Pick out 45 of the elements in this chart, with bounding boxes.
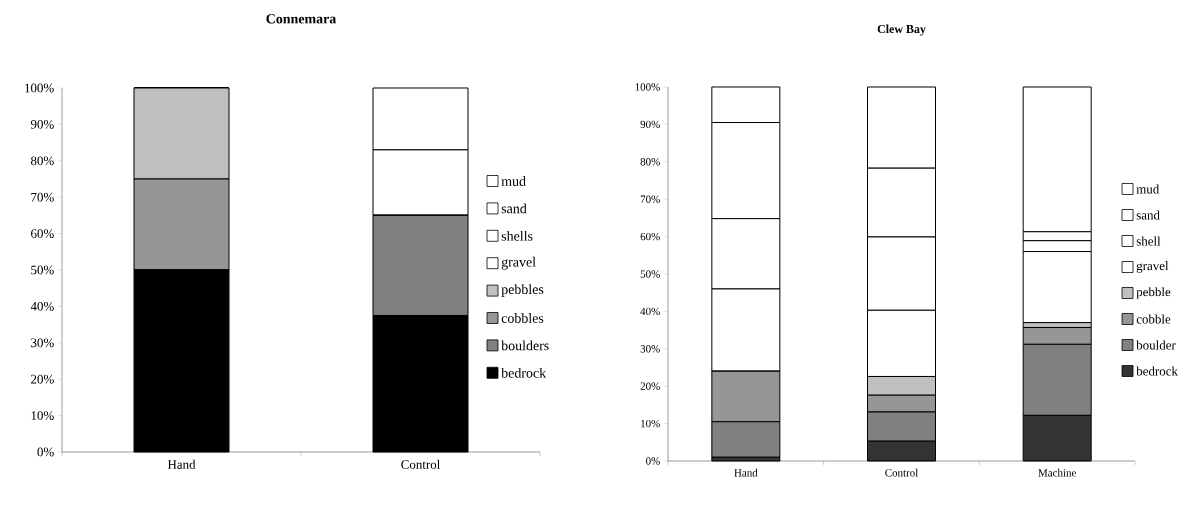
x-tick-label: Hand [734, 468, 758, 477]
y-tick-label: 30% [640, 345, 660, 353]
chart-title: Connemara [266, 14, 337, 24]
y-tick-label: 80% [640, 158, 660, 166]
y-tick-label: 60% [31, 229, 54, 238]
y-tick-label: 20% [31, 374, 54, 384]
legend-label: boulders [501, 340, 549, 351]
legend-label: pebble [1136, 287, 1171, 299]
chart-title: Clew Bay [877, 24, 926, 36]
legend-label: mud [1136, 184, 1160, 194]
x-tick-label: Control [885, 468, 919, 477]
x-tick-label: Hand [167, 459, 196, 469]
y-tick-label: 10% [641, 419, 660, 428]
y-tick-label: 100% [25, 83, 54, 93]
y-tick-label: 40% [30, 302, 54, 311]
y-tick-label: 90% [640, 120, 660, 129]
y-tick-label: 0% [37, 447, 54, 457]
y-tick-label: 70% [640, 195, 660, 203]
y-tick-label: 70% [31, 192, 54, 202]
y-tick-label: 80% [30, 156, 54, 166]
legend-label: shells [501, 230, 533, 241]
y-tick-label: 10% [31, 411, 54, 420]
legend-label: gravel [501, 256, 536, 270]
y-tick-label: 90% [30, 120, 54, 129]
y-tick-label: 0% [646, 457, 660, 465]
y-tick-label: 30% [31, 338, 54, 348]
legend-label: cobble [1136, 314, 1171, 324]
legend-label: sand [1136, 210, 1160, 220]
y-tick-label: 60% [640, 232, 660, 241]
y-tick-label: 40% [640, 307, 660, 316]
y-tick-label: 50% [31, 265, 54, 275]
x-tick-label: Machine [1038, 468, 1076, 477]
legend-label: shell [1136, 236, 1161, 246]
y-tick-label: 100% [635, 83, 660, 91]
y-tick-label: 20% [640, 382, 660, 390]
legend-label: bedrock [501, 367, 547, 378]
legend-label: pebbles [501, 284, 544, 297]
y-tick-label: 50% [640, 270, 660, 278]
legend-label: sand [501, 203, 527, 214]
x-tick-label: Control [401, 459, 441, 469]
legend-label: bedrock [1136, 366, 1178, 376]
legend-label: cobbles [501, 313, 544, 323]
legend-label: boulder [1136, 340, 1176, 350]
legend-label: mud [501, 176, 526, 186]
legend-label: gravel [1136, 261, 1169, 273]
